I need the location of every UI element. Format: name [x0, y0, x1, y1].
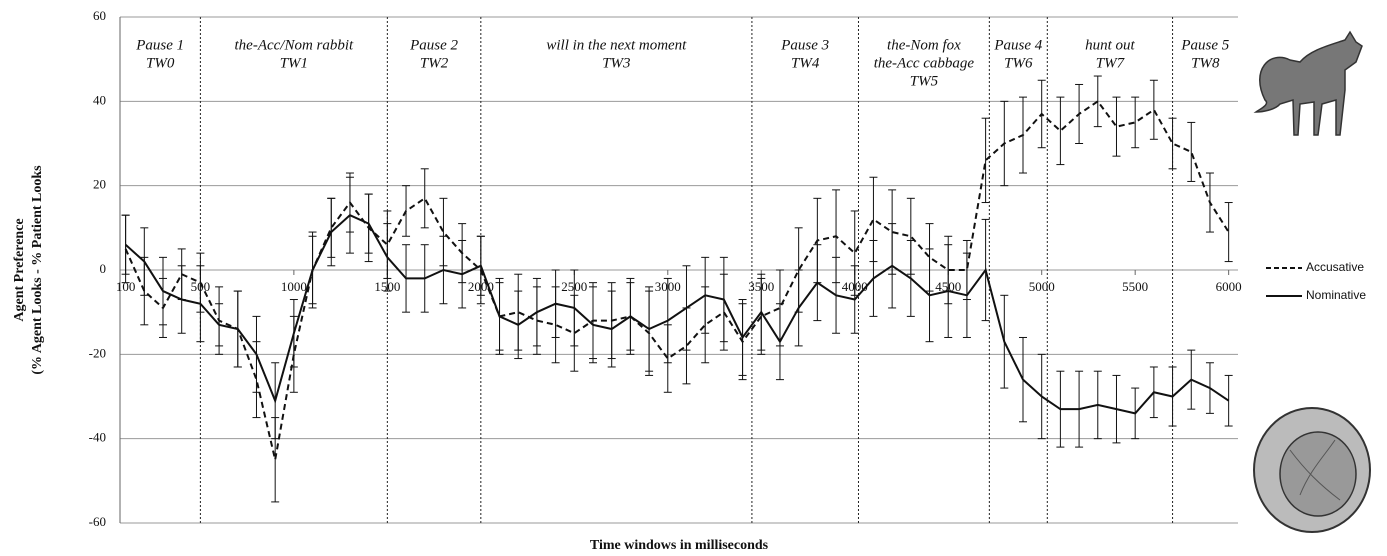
segment-label: TW7	[1096, 55, 1126, 71]
segment-label: Pause 5	[1180, 37, 1229, 53]
cabbage-picture	[1254, 408, 1370, 532]
legend-label: Nominative	[1306, 288, 1366, 302]
chart: -60-40-200204060100500100015002000250030…	[0, 0, 1387, 556]
x-tick-label: 5000	[1029, 279, 1055, 294]
segment-label: TW3	[602, 55, 630, 71]
segment-label: TW0	[146, 55, 175, 71]
y-axis-title: (% Agent Looks - % Patient Looks	[30, 165, 45, 375]
segment-label: Pause 2	[409, 37, 458, 53]
y-tick-label: 40	[93, 92, 106, 107]
segment-label: TW5	[910, 73, 939, 89]
segment-label: TW6	[1004, 55, 1033, 71]
segment-label: Pause 4	[993, 37, 1042, 53]
y-tick-label: -40	[89, 430, 106, 445]
y-tick-label: 0	[100, 261, 107, 276]
segment-label: TW8	[1191, 55, 1220, 71]
segment-label: the-Acc/Nom rabbit	[235, 37, 355, 53]
segment-label: Pause 1	[135, 37, 184, 53]
x-tick-label: 5500	[1122, 279, 1148, 294]
y-tick-label: -60	[89, 514, 106, 529]
y-axis-title: Agent Preference	[12, 218, 27, 321]
y-tick-label: 20	[93, 177, 106, 192]
segment-label: hunt out	[1085, 37, 1135, 53]
segment-label: TW1	[280, 55, 308, 71]
segment-label: the-Acc cabbage	[874, 55, 975, 71]
segment-label: TW2	[420, 55, 449, 71]
series-line	[126, 215, 1229, 413]
x-tick-label: 1000	[281, 279, 307, 294]
segment-label: TW4	[791, 55, 820, 71]
segment-label: Pause 3	[780, 37, 829, 53]
x-axis-title: Time windows in milliseconds	[590, 538, 769, 553]
x-tick-label: 6000	[1216, 279, 1242, 294]
y-tick-label: -20	[89, 345, 106, 360]
y-tick-label: 60	[93, 8, 106, 23]
segment-label: will in the next moment	[546, 37, 687, 53]
segment-label: the-Nom fox	[887, 37, 961, 53]
fox-picture	[1256, 32, 1362, 135]
legend-label: Accusative	[1306, 260, 1364, 274]
